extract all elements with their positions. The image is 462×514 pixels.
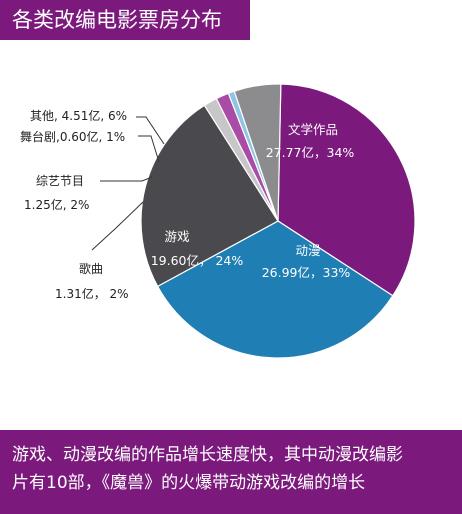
slice-label-literature-value: 27.77亿，34%	[266, 145, 355, 160]
summary-line-1: 游戏、动漫改编的作品增长速度快，其中动漫改编影	[12, 445, 403, 465]
slice-label-other: 其他, 4.51亿, 6%	[30, 108, 127, 123]
summary-caption: 游戏、动漫改编的作品增长速度快，其中动漫改编影 片有10部，《魔兽》的火爆带动游…	[0, 430, 462, 514]
chart-title: 各类改编电影票房分布	[0, 0, 250, 40]
slice-label-song-name: 歌曲	[79, 261, 103, 276]
leader-line-other	[136, 116, 165, 145]
slice-label-variety-name: 综艺节目	[36, 174, 84, 188]
slice-label-variety-value: 1.25亿, 2%	[24, 197, 89, 212]
leader-line-stage	[138, 135, 160, 163]
slice-label-literature-name: 文学作品	[288, 122, 338, 137]
slice-label-anime-value: 26.99亿，33%	[262, 265, 351, 280]
pie-slice-anime	[156, 220, 394, 359]
leader-line-song	[91, 201, 144, 251]
slice-label-stage: 舞台剧,0.60亿, 1%	[20, 129, 125, 144]
pie-slice-other	[233, 83, 282, 222]
pie-slice-game	[140, 104, 279, 288]
slice-label-game-name: 游戏	[164, 229, 189, 244]
slice-label-anime-name: 动漫	[295, 243, 320, 258]
leader-line-variety	[100, 176, 153, 182]
slice-label-song-value: 1.31亿， 2%	[55, 286, 129, 301]
summary-line-2: 片有10部，《魔兽》的火爆带动游戏改编的增长	[12, 473, 366, 493]
pie-chart: 文学作品 27.77亿，34% 动漫 26.99亿，33% 游戏 19.60亿，…	[20, 83, 416, 359]
slice-label-game-value: 19.60亿， 24%	[151, 253, 244, 268]
